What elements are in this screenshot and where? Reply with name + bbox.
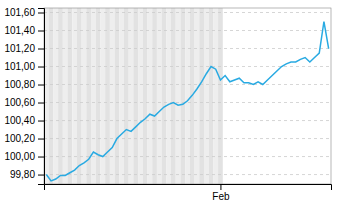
stripe bbox=[171, 8, 176, 184]
y-tick-mark bbox=[38, 31, 44, 32]
plot-frame bbox=[44, 8, 331, 184]
y-tick-mark bbox=[38, 67, 44, 68]
y-axis-line bbox=[38, 9, 45, 185]
stripe bbox=[110, 8, 115, 184]
stripe bbox=[148, 8, 153, 184]
stripe bbox=[100, 8, 105, 184]
x-axis: Feb bbox=[45, 184, 332, 202]
stripe bbox=[218, 8, 223, 184]
stripe bbox=[63, 8, 68, 184]
stripe bbox=[91, 8, 96, 184]
y-tick-mark bbox=[38, 175, 44, 176]
stripe bbox=[213, 8, 218, 184]
stripe bbox=[185, 8, 190, 184]
y-tick-label: 101,00 bbox=[4, 61, 35, 72]
y-tick: 101,20 bbox=[4, 43, 44, 54]
grid-line bbox=[44, 30, 331, 31]
stripe bbox=[143, 8, 148, 184]
y-tick-mark bbox=[38, 139, 44, 140]
grid-line bbox=[44, 48, 331, 49]
y-tick: 100,20 bbox=[4, 133, 44, 144]
grid-line bbox=[44, 120, 331, 121]
y-tick: 100,40 bbox=[4, 115, 44, 126]
stripe bbox=[49, 8, 54, 184]
stripe bbox=[119, 8, 124, 184]
stripe bbox=[157, 8, 162, 184]
stripe bbox=[58, 8, 63, 184]
grid-line bbox=[44, 84, 331, 85]
y-tick: 99,80 bbox=[10, 169, 44, 180]
grid-line bbox=[44, 138, 331, 139]
y-tick-label: 100,20 bbox=[4, 133, 35, 144]
y-tick-label: 101,40 bbox=[4, 25, 35, 36]
stripe bbox=[129, 8, 134, 184]
stripe bbox=[124, 8, 129, 184]
stripe bbox=[68, 8, 73, 184]
y-tick-label: 101,20 bbox=[4, 43, 35, 54]
stripe bbox=[138, 8, 143, 184]
x-tick: Feb bbox=[212, 184, 230, 202]
stripe bbox=[162, 8, 167, 184]
y-tick: 101,40 bbox=[4, 25, 44, 36]
y-tick-label: 99,80 bbox=[10, 169, 35, 180]
grid-line bbox=[44, 156, 331, 157]
grid-line bbox=[44, 102, 331, 103]
stripe bbox=[53, 8, 58, 184]
x-tick-label: Feb bbox=[212, 191, 230, 202]
stripe bbox=[176, 8, 181, 184]
y-tick: 100,80 bbox=[4, 79, 44, 90]
grid-line bbox=[44, 12, 331, 13]
y-tick-label: 101,60 bbox=[4, 7, 35, 18]
stripe bbox=[77, 8, 82, 184]
y-tick-mark bbox=[38, 49, 44, 50]
y-tick-mark bbox=[38, 121, 44, 122]
stripe bbox=[152, 8, 157, 184]
grid bbox=[44, 13, 331, 175]
stripes bbox=[44, 8, 223, 184]
stripe bbox=[199, 8, 204, 184]
stripe bbox=[82, 8, 87, 184]
stripe bbox=[105, 8, 110, 184]
y-tick-label: 100,40 bbox=[4, 115, 35, 126]
stripe bbox=[72, 8, 77, 184]
y-tick-label: 100,80 bbox=[4, 79, 35, 90]
grid-line bbox=[44, 174, 331, 175]
stripe bbox=[180, 8, 185, 184]
y-tick: 101,00 bbox=[4, 61, 44, 72]
x-tick-mark bbox=[220, 184, 221, 190]
y-tick: 101,60 bbox=[4, 7, 44, 18]
y-tick-mark bbox=[38, 157, 44, 158]
plot-area bbox=[44, 8, 331, 184]
y-tick-mark bbox=[38, 85, 44, 86]
stripe bbox=[96, 8, 101, 184]
y-tick-label: 100,00 bbox=[4, 151, 35, 162]
stripe bbox=[166, 8, 171, 184]
y-tick-mark bbox=[38, 13, 44, 14]
y-tick-label: 100,60 bbox=[4, 97, 35, 108]
stripe bbox=[209, 8, 214, 184]
y-tick: 100,00 bbox=[4, 151, 44, 162]
chart: 99,80 100,00 100,20 100,40 100,60 100,80 101,0… bbox=[0, 0, 341, 206]
stripe bbox=[115, 8, 120, 184]
x-axis-line bbox=[45, 185, 332, 191]
y-axis: 99,80 100,00 100,20 100,40 100,60 100,80 101,0… bbox=[4, 7, 44, 184]
y-tick: 100,60 bbox=[4, 97, 44, 108]
stripe bbox=[133, 8, 138, 184]
plot: 99,80 100,00 100,20 100,40 100,60 100,80 101,0… bbox=[4, 7, 331, 202]
stripe bbox=[204, 8, 209, 184]
stripe bbox=[195, 8, 200, 184]
line bbox=[46, 22, 328, 181]
grid-line bbox=[44, 66, 331, 67]
y-tick-mark bbox=[38, 103, 44, 104]
